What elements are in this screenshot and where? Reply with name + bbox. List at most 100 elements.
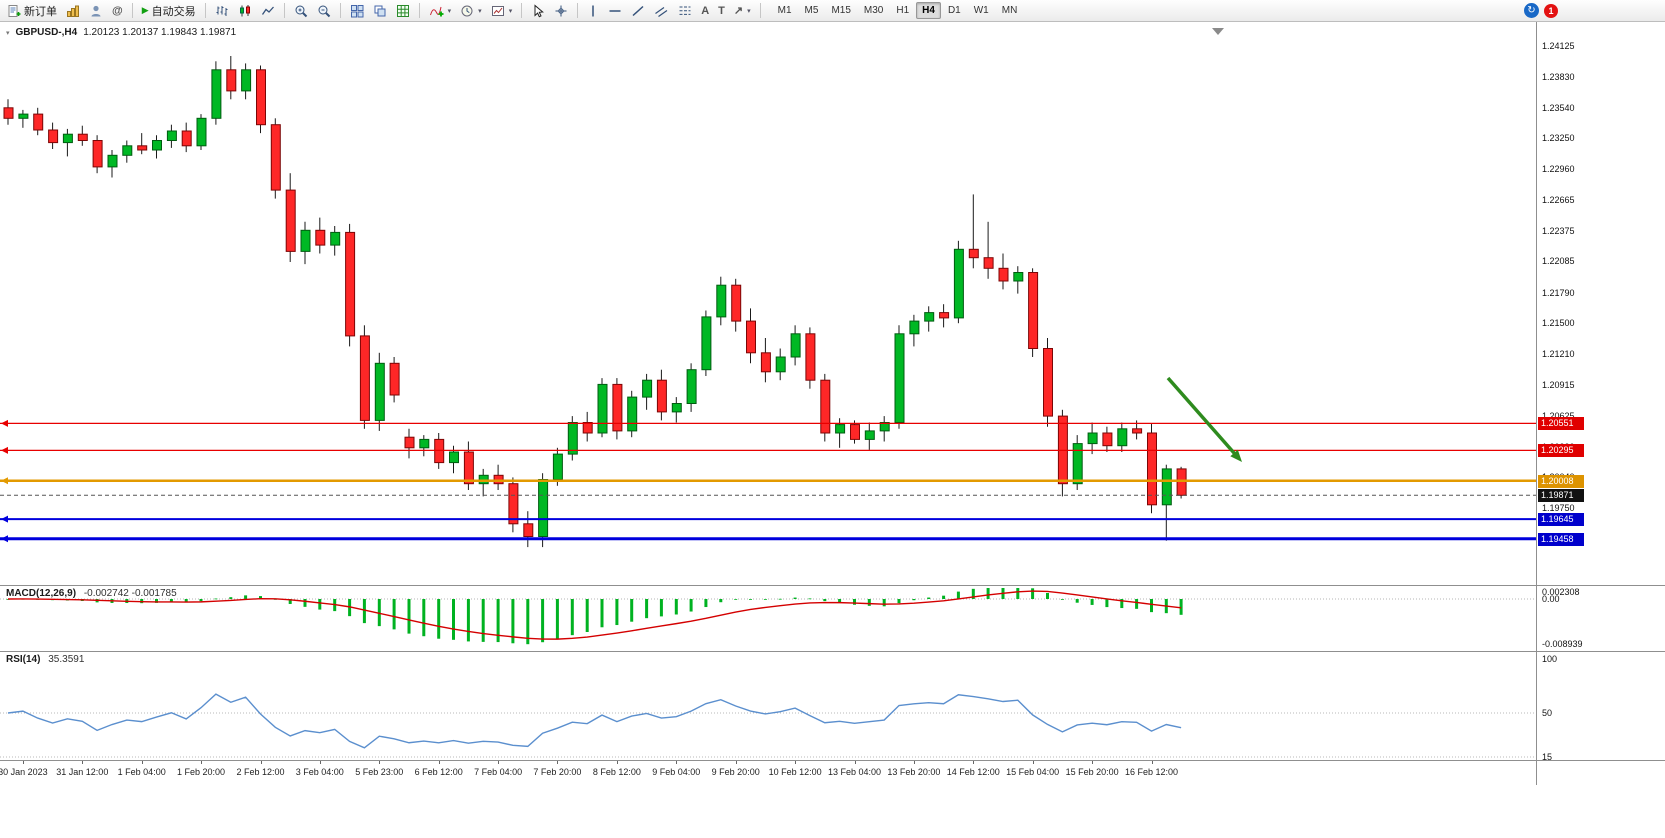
community-sync-icon[interactable]: ↻ bbox=[1524, 3, 1539, 18]
chevron-down-icon: ▾ bbox=[508, 7, 513, 15]
macd-label: MACD(12,26,9) -0.002742 -0.001785 bbox=[6, 588, 177, 599]
timeframe-button-h4[interactable]: H4 bbox=[916, 2, 941, 19]
line-chart-icon bbox=[261, 6, 274, 15]
time-tick bbox=[735, 761, 737, 764]
text-label-tool-button[interactable]: T bbox=[714, 1, 729, 20]
text-tool-button[interactable]: A bbox=[697, 1, 713, 20]
time-tick bbox=[438, 761, 440, 764]
price-tick: 1.19750 bbox=[1542, 503, 1575, 513]
macd-axis-min: -0.008939 bbox=[1542, 639, 1583, 649]
timeframe-button-w1[interactable]: W1 bbox=[973, 5, 989, 16]
price-line-badge: 1.20551 bbox=[1538, 417, 1584, 431]
zoom-out-button[interactable] bbox=[313, 1, 335, 20]
fibonacci-tool-button[interactable] bbox=[674, 1, 696, 20]
grid-button[interactable] bbox=[392, 1, 414, 20]
arrows-tool-button[interactable]: ↗ ▾ bbox=[730, 1, 755, 20]
price-tick: 1.22085 bbox=[1542, 256, 1575, 267]
timeframe-button-m5[interactable]: M5 bbox=[804, 5, 819, 16]
time-tick bbox=[973, 761, 975, 764]
charts-button[interactable] bbox=[62, 1, 84, 20]
periods-button[interactable]: ▾ bbox=[456, 1, 486, 20]
time-label: 8 Feb 12:00 bbox=[592, 767, 641, 777]
chart-shift-marker[interactable] bbox=[1212, 28, 1224, 35]
alerts-button[interactable]: @ bbox=[108, 1, 127, 20]
timeframe-button-m15[interactable]: M15 bbox=[831, 5, 851, 16]
chevron-down-icon: ▾ bbox=[747, 7, 751, 15]
notification-badge[interactable]: 1 bbox=[1544, 3, 1558, 18]
price-tick: 1.23250 bbox=[1542, 133, 1575, 144]
zoom-in-button[interactable] bbox=[290, 1, 312, 20]
macd-axis-zero: 0.00 bbox=[1542, 594, 1560, 604]
price-tick: 1.20625 bbox=[1542, 410, 1575, 421]
candlestick-icon bbox=[239, 4, 250, 16]
cursor-icon bbox=[534, 3, 545, 17]
price-lines-layer[interactable] bbox=[0, 419, 1536, 543]
rsi-panel[interactable] bbox=[0, 652, 1536, 760]
rsi-label: RSI(14) 35.3591 bbox=[6, 654, 84, 665]
toolbar-separator bbox=[339, 3, 341, 18]
time-label: 14 Feb 12:00 bbox=[946, 767, 1000, 777]
macd-panel[interactable] bbox=[0, 586, 1536, 651]
auto-scroll-button[interactable] bbox=[346, 1, 368, 20]
time-label: 9 Feb 20:00 bbox=[711, 767, 760, 777]
chart-menu-caret-icon[interactable]: ▾ bbox=[6, 29, 10, 37]
timeframe-button-mn[interactable]: MN bbox=[1001, 5, 1018, 16]
macd-name: MACD(12,26,9) bbox=[6, 588, 77, 599]
arrow-annotation[interactable] bbox=[1166, 376, 1242, 462]
time-tick bbox=[82, 761, 84, 764]
arrow-tool-icon: ↗ bbox=[733, 4, 744, 17]
indicators-icon bbox=[429, 6, 444, 16]
price-tick: 1.22375 bbox=[1542, 225, 1575, 236]
panel-separator[interactable] bbox=[0, 585, 1665, 586]
toolbar-separator bbox=[131, 3, 133, 18]
channel-tool-button[interactable] bbox=[650, 1, 673, 20]
toolbar-right-group: ↻ 1 bbox=[1524, 3, 1558, 18]
equidistant-channel-icon bbox=[655, 6, 668, 17]
text-tool-icon: A bbox=[701, 4, 710, 17]
line-edge-marker bbox=[1, 477, 8, 485]
timeframe-button-h1[interactable]: H1 bbox=[896, 5, 910, 16]
timeframe-button-d1[interactable]: D1 bbox=[947, 5, 961, 16]
templates-button[interactable]: ▾ bbox=[487, 1, 517, 20]
price-axis: 1.24125 1.23830 1.23540 1.23250 1.22960 1.226… bbox=[1536, 22, 1665, 785]
profile-button[interactable] bbox=[85, 1, 107, 20]
time-tick bbox=[854, 761, 856, 764]
time-tick bbox=[379, 761, 381, 764]
timeframe-button-m1[interactable]: M1 bbox=[777, 5, 792, 16]
macd-axis-max: 0.002308 bbox=[1542, 587, 1580, 597]
horizontal-line-tool-button[interactable] bbox=[604, 1, 626, 20]
indicators-button[interactable]: ▾ bbox=[425, 1, 456, 20]
time-tick bbox=[616, 761, 618, 764]
macd-values: -0.002742 -0.001785 bbox=[83, 588, 177, 599]
time-tick bbox=[676, 761, 678, 764]
panel-separator[interactable] bbox=[0, 651, 1665, 652]
time-label: 16 Feb 12:00 bbox=[1124, 767, 1179, 777]
time-label: 13 Feb 20:00 bbox=[887, 767, 941, 777]
crosshair-button[interactable] bbox=[550, 1, 572, 20]
new-order-button[interactable]: 新订单 bbox=[3, 1, 61, 20]
auto-trading-button[interactable]: ▶ 自动交易 bbox=[138, 1, 200, 20]
current-price-badge: 1.19871 bbox=[1538, 489, 1584, 503]
price-tick: 1.21210 bbox=[1542, 348, 1575, 359]
bar-chart-type-button[interactable] bbox=[211, 1, 233, 20]
vertical-line-tool-button[interactable] bbox=[583, 1, 603, 20]
time-label: 30 Jan 2023 bbox=[0, 767, 48, 777]
template-icon bbox=[491, 5, 504, 16]
chart-title: ▾ GBPUSD-,H4 1.20123 1.20137 1.19843 1.1… bbox=[6, 27, 236, 38]
trendline-tool-button[interactable] bbox=[627, 1, 649, 20]
candlestick-type-button[interactable] bbox=[234, 1, 256, 20]
panel-separator[interactable] bbox=[0, 760, 1665, 761]
line-chart-type-button[interactable] bbox=[257, 1, 279, 20]
price-chart[interactable] bbox=[0, 22, 1536, 585]
candles-layer bbox=[3, 56, 1187, 548]
timeframe-button-m30[interactable]: M30 bbox=[863, 5, 884, 16]
cursor-button[interactable] bbox=[527, 1, 549, 20]
price-tick: 1.23830 bbox=[1542, 72, 1575, 83]
time-label: 13 Feb 04:00 bbox=[827, 767, 882, 777]
main-toolbar: 新订单 @ ▶ 自动交易 bbox=[0, 0, 1665, 22]
price-tick: 1.24125 bbox=[1542, 41, 1575, 51]
time-label: 10 Feb 12:00 bbox=[768, 767, 822, 777]
chart-shift-button[interactable] bbox=[369, 1, 391, 20]
time-label: 1 Feb 04:00 bbox=[117, 767, 166, 777]
refresh-icon: ↻ bbox=[1527, 5, 1536, 16]
